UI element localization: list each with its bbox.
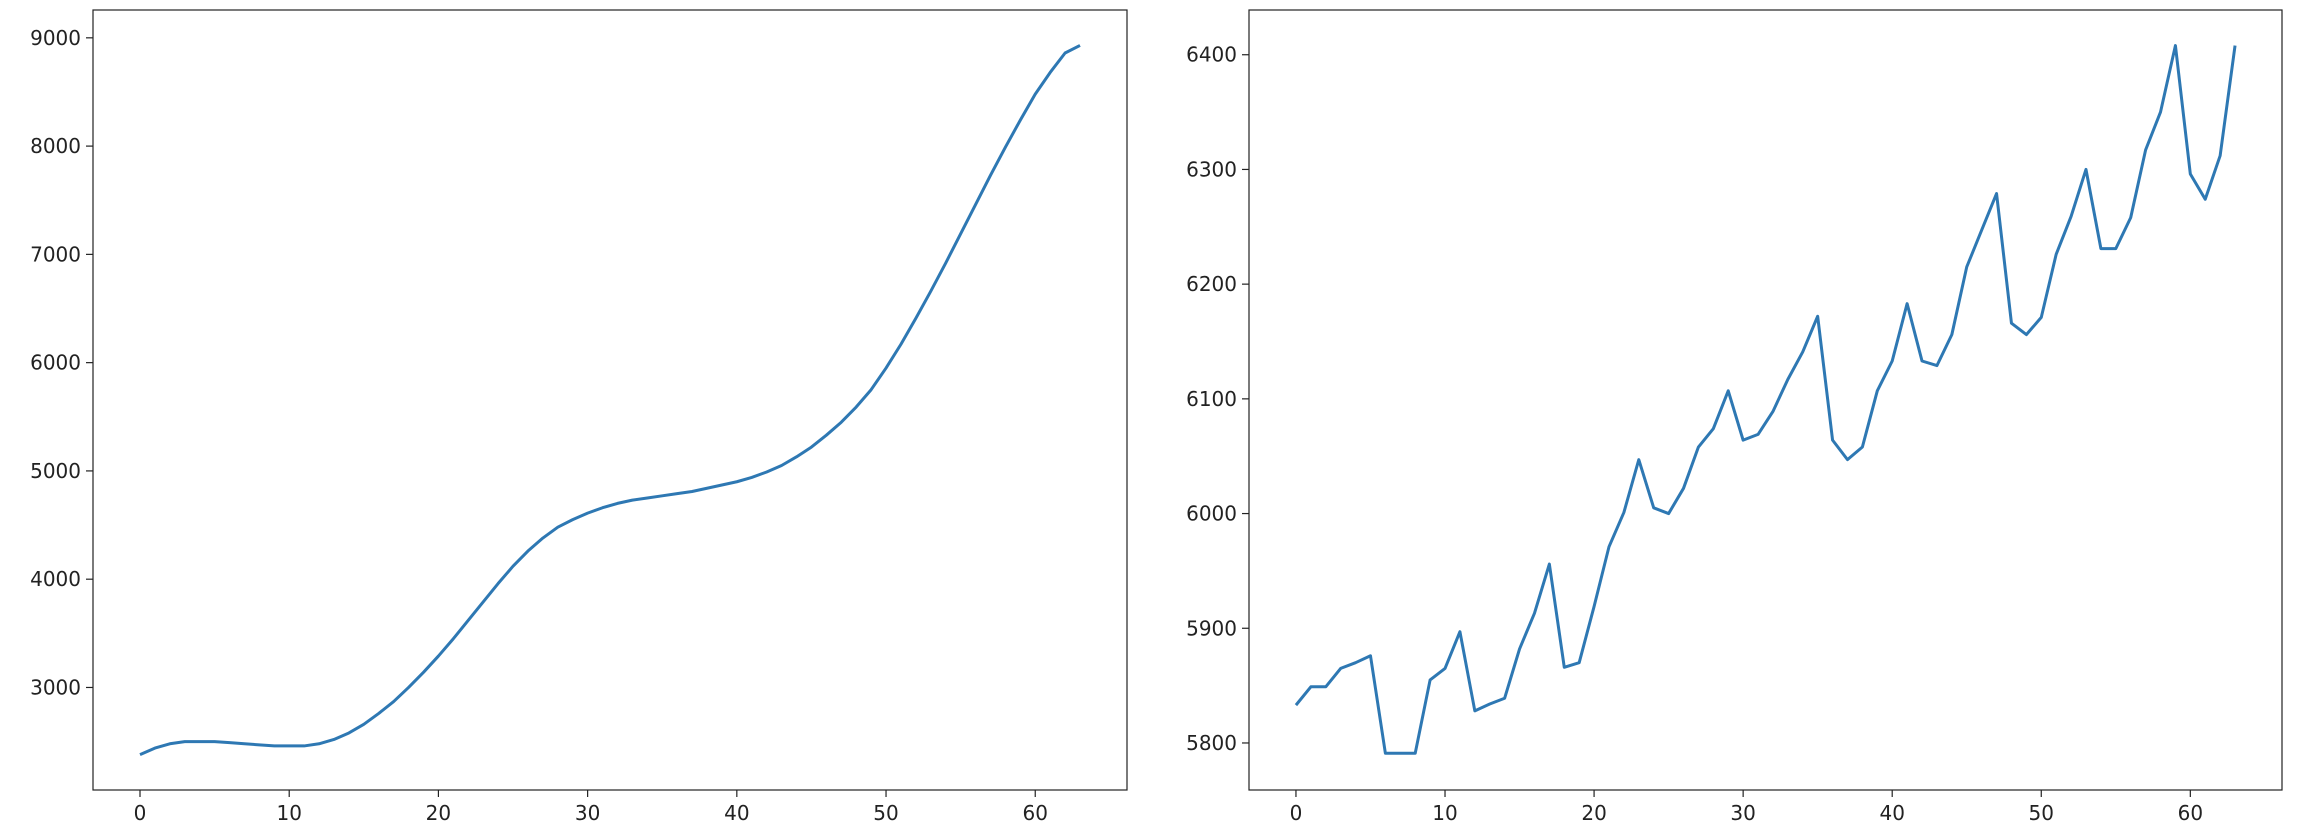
data-line [1294, 44, 2237, 755]
axes-frame [1248, 9, 2283, 791]
x-tick-label: 60 [2178, 801, 2203, 825]
x-tick-label: 40 [724, 801, 749, 825]
y-tick-label: 3000 [30, 675, 81, 699]
x-tick-label: 50 [873, 801, 898, 825]
axes-frame [92, 9, 1128, 791]
x-tick-label: 20 [1581, 801, 1606, 825]
y-tick-label: 7000 [30, 242, 81, 266]
y-tick-label: 6000 [1186, 502, 1237, 526]
y-tick-label: 6400 [1186, 43, 1237, 67]
subplot: 0 10 20 30 40 50 60 5800 5900 6000 6100 6200 6300 640… [1186, 9, 2283, 825]
y-tick-label: 6100 [1186, 387, 1237, 411]
x-tick-label: 10 [276, 801, 301, 825]
x-tick-label: 0 [134, 801, 147, 825]
subplot: 0 10 20 30 40 50 60 3000 4000 5000 6000 7000 8000 900… [30, 9, 1128, 825]
x-tick-label: 10 [1432, 801, 1457, 825]
x-tick-label: 0 [1290, 801, 1303, 825]
x-tick-label: 50 [2029, 801, 2054, 825]
y-tick-label: 6300 [1186, 157, 1237, 181]
y-tick-label: 4000 [30, 567, 81, 591]
y-tick-label: 5000 [30, 459, 81, 483]
y-tick-label: 5800 [1186, 731, 1237, 755]
x-tick-label: 20 [426, 801, 451, 825]
x-tick-label: 30 [1730, 801, 1755, 825]
y-tick-label: 8000 [30, 134, 81, 158]
y-tick-label: 9000 [30, 26, 81, 50]
x-tick-label: 60 [1023, 801, 1048, 825]
y-tick-label: 5900 [1186, 616, 1237, 640]
x-tick-label: 40 [1879, 801, 1904, 825]
y-tick-label: 6000 [30, 351, 81, 375]
data-line [139, 44, 1081, 756]
y-tick-label: 6200 [1186, 272, 1237, 296]
x-tick-label: 30 [575, 801, 600, 825]
